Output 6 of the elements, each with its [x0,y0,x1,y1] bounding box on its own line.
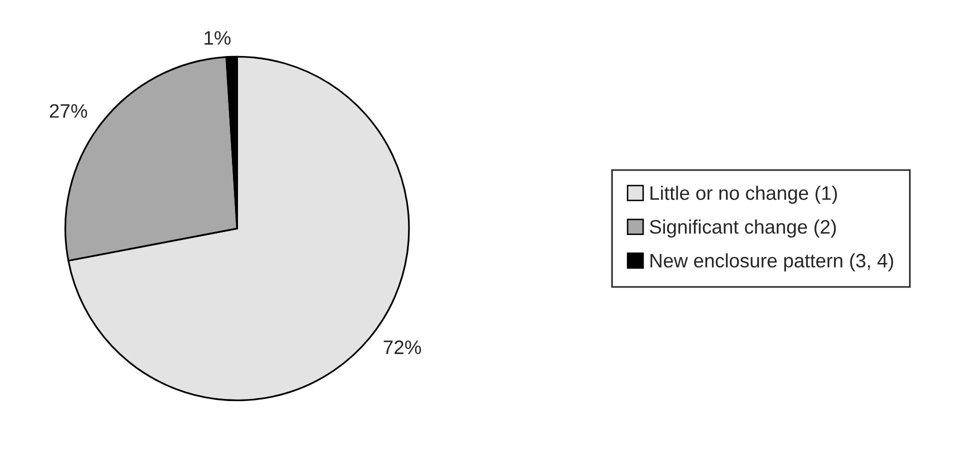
data-label: 27% [50,104,88,118]
legend-label: New enclosure pattern (3, 4) [650,253,894,272]
data-label: 1% [204,31,231,45]
legend-label: Little or no change (1) [650,186,837,204]
legend-label: Significant change (2) [650,219,836,238]
data-label: 72% [384,340,422,354]
